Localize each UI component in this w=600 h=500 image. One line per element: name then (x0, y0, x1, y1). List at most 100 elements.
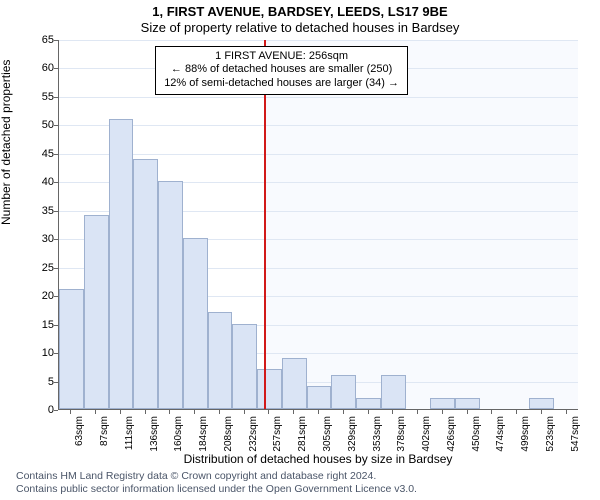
x-tick-label: 305sqm (322, 416, 333, 466)
x-tick-label: 547sqm (570, 416, 581, 466)
y-tick-label: 65 (24, 34, 54, 46)
x-tick-label: 87sqm (99, 416, 110, 466)
y-tick-mark (54, 97, 58, 98)
x-tick-mark (120, 410, 121, 414)
x-tick-mark (145, 410, 146, 414)
y-tick-mark (54, 239, 58, 240)
histogram-bar (257, 369, 282, 409)
x-tick-mark (293, 410, 294, 414)
x-tick-label: 329sqm (347, 416, 358, 466)
x-tick-mark (541, 410, 542, 414)
x-tick-mark (219, 410, 220, 414)
y-tick-mark (54, 353, 58, 354)
histogram-bar (381, 375, 406, 409)
annotation-line: ← 88% of detached houses are smaller (25… (164, 63, 399, 77)
y-tick-mark (54, 268, 58, 269)
y-tick-label: 0 (24, 404, 54, 416)
histogram-bar (84, 215, 109, 409)
y-axis-label: Number of detached properties (0, 60, 13, 225)
x-tick-label: 160sqm (173, 416, 184, 466)
histogram-bar (183, 238, 208, 409)
x-tick-label: 63sqm (74, 416, 85, 466)
x-tick-mark (343, 410, 344, 414)
y-tick-label: 35 (24, 205, 54, 217)
histogram-bar (430, 398, 455, 409)
grid-line (59, 40, 578, 41)
x-tick-label: 281sqm (297, 416, 308, 466)
x-tick-label: 136sqm (149, 416, 160, 466)
y-tick-mark (54, 68, 58, 69)
x-tick-label: 208sqm (223, 416, 234, 466)
y-tick-mark (54, 182, 58, 183)
x-tick-label: 111sqm (124, 416, 135, 466)
grid-line (59, 97, 578, 98)
x-tick-label: 450sqm (471, 416, 482, 466)
x-tick-label: 353sqm (372, 416, 383, 466)
histogram-bar (331, 375, 356, 409)
histogram-bar (455, 398, 480, 409)
x-tick-mark (368, 410, 369, 414)
y-tick-label: 20 (24, 290, 54, 302)
grid-line (59, 125, 578, 126)
x-tick-mark (566, 410, 567, 414)
x-tick-mark (516, 410, 517, 414)
x-tick-mark (491, 410, 492, 414)
y-tick-label: 60 (24, 62, 54, 74)
y-tick-label: 40 (24, 176, 54, 188)
y-tick-mark (54, 325, 58, 326)
reference-line (264, 40, 266, 409)
y-tick-mark (54, 382, 58, 383)
histogram-bar (307, 386, 332, 409)
x-tick-mark (442, 410, 443, 414)
x-tick-mark (244, 410, 245, 414)
histogram-chart: 1, FIRST AVENUE, BARDSEY, LEEDS, LS17 9B… (0, 0, 600, 500)
annotation-line: 1 FIRST AVENUE: 256sqm (164, 50, 399, 64)
y-tick-label: 25 (24, 262, 54, 274)
x-tick-mark (417, 410, 418, 414)
plot-area: 1 FIRST AVENUE: 256sqm← 88% of detached … (58, 40, 578, 410)
x-tick-label: 232sqm (248, 416, 259, 466)
x-tick-mark (194, 410, 195, 414)
y-tick-label: 5 (24, 376, 54, 388)
grid-line (59, 154, 578, 155)
x-tick-mark (268, 410, 269, 414)
y-tick-mark (54, 410, 58, 411)
histogram-bar (282, 358, 307, 409)
x-tick-label: 426sqm (446, 416, 457, 466)
histogram-bar (208, 312, 233, 409)
chart-title-main: 1, FIRST AVENUE, BARDSEY, LEEDS, LS17 9B… (0, 4, 600, 19)
y-tick-label: 10 (24, 347, 54, 359)
y-tick-mark (54, 154, 58, 155)
x-tick-mark (392, 410, 393, 414)
x-tick-mark (169, 410, 170, 414)
x-tick-label: 257sqm (272, 416, 283, 466)
x-tick-mark (467, 410, 468, 414)
footer-line-2: Contains public sector information licen… (16, 483, 584, 496)
y-tick-mark (54, 125, 58, 126)
x-tick-mark (95, 410, 96, 414)
footer-line-1: Contains HM Land Registry data © Crown c… (16, 470, 584, 483)
histogram-bar (59, 289, 84, 409)
x-tick-label: 523sqm (545, 416, 556, 466)
histogram-bar (356, 398, 381, 409)
annotation-box: 1 FIRST AVENUE: 256sqm← 88% of detached … (155, 46, 408, 95)
annotation-line: 12% of semi-detached houses are larger (… (164, 77, 399, 91)
histogram-bar (133, 159, 158, 409)
x-tick-label: 378sqm (396, 416, 407, 466)
y-tick-label: 50 (24, 119, 54, 131)
y-tick-label: 55 (24, 91, 54, 103)
y-tick-mark (54, 296, 58, 297)
y-tick-mark (54, 211, 58, 212)
x-tick-label: 402sqm (421, 416, 432, 466)
x-tick-label: 499sqm (520, 416, 531, 466)
y-tick-label: 45 (24, 148, 54, 160)
histogram-bar (158, 181, 183, 409)
y-tick-mark (54, 40, 58, 41)
histogram-bar (529, 398, 554, 409)
x-tick-label: 184sqm (198, 416, 209, 466)
y-tick-label: 30 (24, 233, 54, 245)
x-tick-mark (70, 410, 71, 414)
chart-title-sub: Size of property relative to detached ho… (0, 20, 600, 35)
x-tick-mark (318, 410, 319, 414)
y-tick-label: 15 (24, 319, 54, 331)
